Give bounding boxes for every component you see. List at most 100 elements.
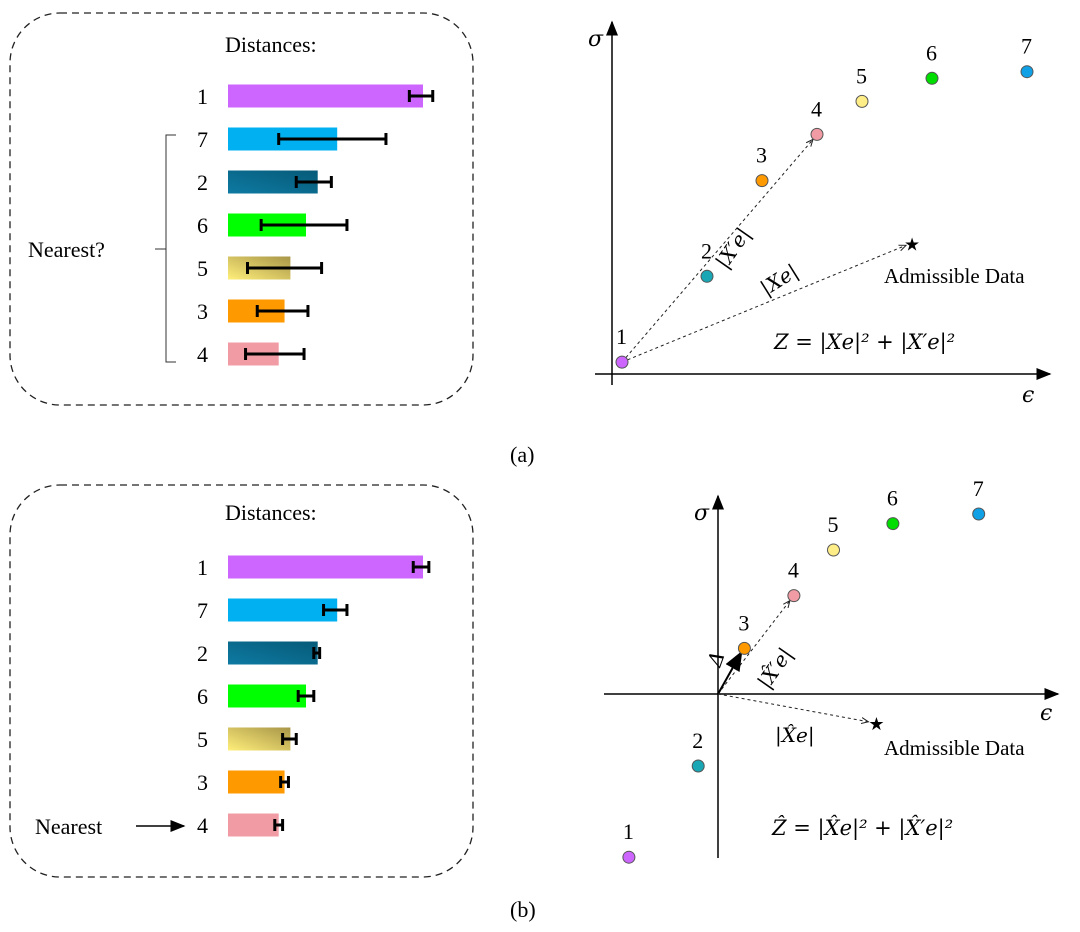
point-2 — [700, 269, 714, 283]
delta-vector — [717, 650, 743, 695]
point-label: 5 — [856, 63, 867, 88]
bar — [228, 727, 291, 751]
bar — [228, 641, 318, 665]
bar-row-1: 1 — [197, 84, 435, 109]
error-bar — [244, 348, 306, 360]
error-bar — [279, 776, 290, 788]
bar-label: 6 — [197, 213, 208, 238]
bar-row-1: 1 — [197, 555, 431, 580]
panel-b-distances-box: Distances: 1 7 2 6 5 3 4 Nearest — [9, 484, 474, 878]
admissible-data-label: Admissible Data — [884, 736, 1025, 760]
point-4 — [810, 127, 824, 141]
admissible-data-star-icon: ★ — [904, 234, 920, 254]
point-label: 5 — [828, 512, 839, 537]
point-4 — [787, 589, 801, 603]
admissible-data-label: Admissible Data — [884, 264, 1025, 288]
bar — [228, 598, 338, 622]
bar-label: 2 — [197, 641, 208, 666]
error-bar — [273, 819, 285, 831]
bar — [228, 555, 423, 579]
point-label: 3 — [756, 143, 767, 168]
point-1 — [615, 355, 629, 369]
error-bar — [294, 176, 333, 188]
bar-label: 2 — [197, 170, 208, 195]
bar-row-3: 3 — [197, 299, 310, 324]
distances-title: Distances: — [225, 500, 317, 525]
point-label: 7 — [1021, 34, 1032, 59]
bar-row-2: 2 — [197, 641, 322, 666]
bar-label: 4 — [197, 813, 208, 838]
vector-x-prime — [621, 139, 813, 363]
bar-label: 1 — [197, 555, 208, 580]
bar — [228, 84, 423, 108]
y-axis-label: σ — [694, 501, 710, 526]
bar-label: 7 — [197, 598, 208, 623]
bar-row-4: 4 — [197, 342, 306, 367]
bar-row-7: 7 — [197, 598, 349, 623]
dashed-box — [9, 12, 474, 406]
caption-a: (a) — [510, 442, 534, 467]
bar — [228, 770, 285, 794]
admissible-data-star-icon: ★ — [868, 714, 884, 734]
bar-row-4: 4 — [197, 813, 285, 838]
panel-a-distances-box: Distances: 1 7 2 6 5 3 4 Nearest? — [9, 12, 474, 406]
panel-a-scatter-plot: σ ϵ |X′e||Xe| 1 2 3 4 5 6 7 ★ Admissible Data Z = … — [588, 20, 1052, 408]
point-label: 1 — [616, 324, 627, 349]
point-5 — [855, 94, 869, 108]
distances-title: Distances: — [225, 32, 317, 57]
error-bar — [411, 561, 431, 573]
point-label: 7 — [973, 476, 984, 501]
bar-row-5: 5 — [197, 256, 324, 281]
error-bar — [259, 219, 349, 231]
nearest-label: Nearest — [35, 814, 102, 839]
error-bar — [281, 733, 298, 745]
bar-label: 6 — [197, 684, 208, 709]
vector-x-prime-hat — [717, 601, 790, 695]
point-6 — [886, 517, 900, 531]
vector-label-x-prime: |X′e| — [710, 223, 756, 273]
error-bar — [246, 262, 324, 274]
point-3 — [737, 641, 751, 655]
delta-label: Δ — [702, 648, 730, 671]
point-6 — [925, 71, 939, 85]
bar-label: 3 — [197, 299, 208, 324]
point-label: 2 — [692, 728, 703, 753]
point-2 — [691, 759, 705, 773]
dashed-box — [9, 484, 474, 878]
point-5 — [827, 543, 840, 557]
formula: Ẑ = |X̂e|² + |X̂′e|² — [771, 816, 953, 841]
bar-row-2: 2 — [197, 170, 333, 195]
bar-label: 5 — [197, 256, 208, 281]
x-axis-label: ϵ — [1022, 383, 1034, 408]
x-axis-label: ϵ — [1040, 701, 1052, 726]
bar-row-7: 7 — [197, 127, 388, 152]
panel-b-scatter-plot: σ ϵ Δ |X̂′e| |X̂e| 1 2 3 4 5 6 7 ★Admissible Data Ẑ… — [604, 476, 1060, 864]
point-3 — [755, 174, 769, 188]
bar-row-6: 6 — [197, 684, 316, 709]
bar-row-5: 5 — [197, 727, 298, 752]
error-bar — [255, 305, 310, 317]
point-7 — [972, 507, 986, 521]
vector-label-x-hat: |X̂e| — [775, 723, 815, 748]
bar-chart-b: 1 7 2 6 5 3 4 — [197, 555, 431, 838]
vector-label-x: |Xe| — [756, 259, 803, 301]
error-bar — [407, 90, 435, 102]
bar-chart-a: 1 7 2 6 5 3 4 — [197, 84, 435, 367]
formula: Z = |Xe|² + |X′e|² — [773, 330, 955, 355]
point-label: 1 — [623, 819, 634, 844]
caption-b: (b) — [510, 897, 536, 922]
vector-x-hat — [717, 693, 868, 722]
point-label: 2 — [701, 238, 712, 263]
point-1 — [622, 850, 636, 864]
point-label: 3 — [738, 610, 749, 635]
bar-label: 1 — [197, 84, 208, 109]
bar-row-3: 3 — [197, 770, 290, 795]
bar — [228, 684, 306, 708]
point-label: 6 — [926, 40, 937, 65]
point-label: 4 — [788, 558, 799, 583]
point-label: 4 — [811, 96, 822, 121]
y-axis-label: σ — [588, 27, 604, 52]
bar — [228, 813, 279, 837]
bar-label: 3 — [197, 770, 208, 795]
